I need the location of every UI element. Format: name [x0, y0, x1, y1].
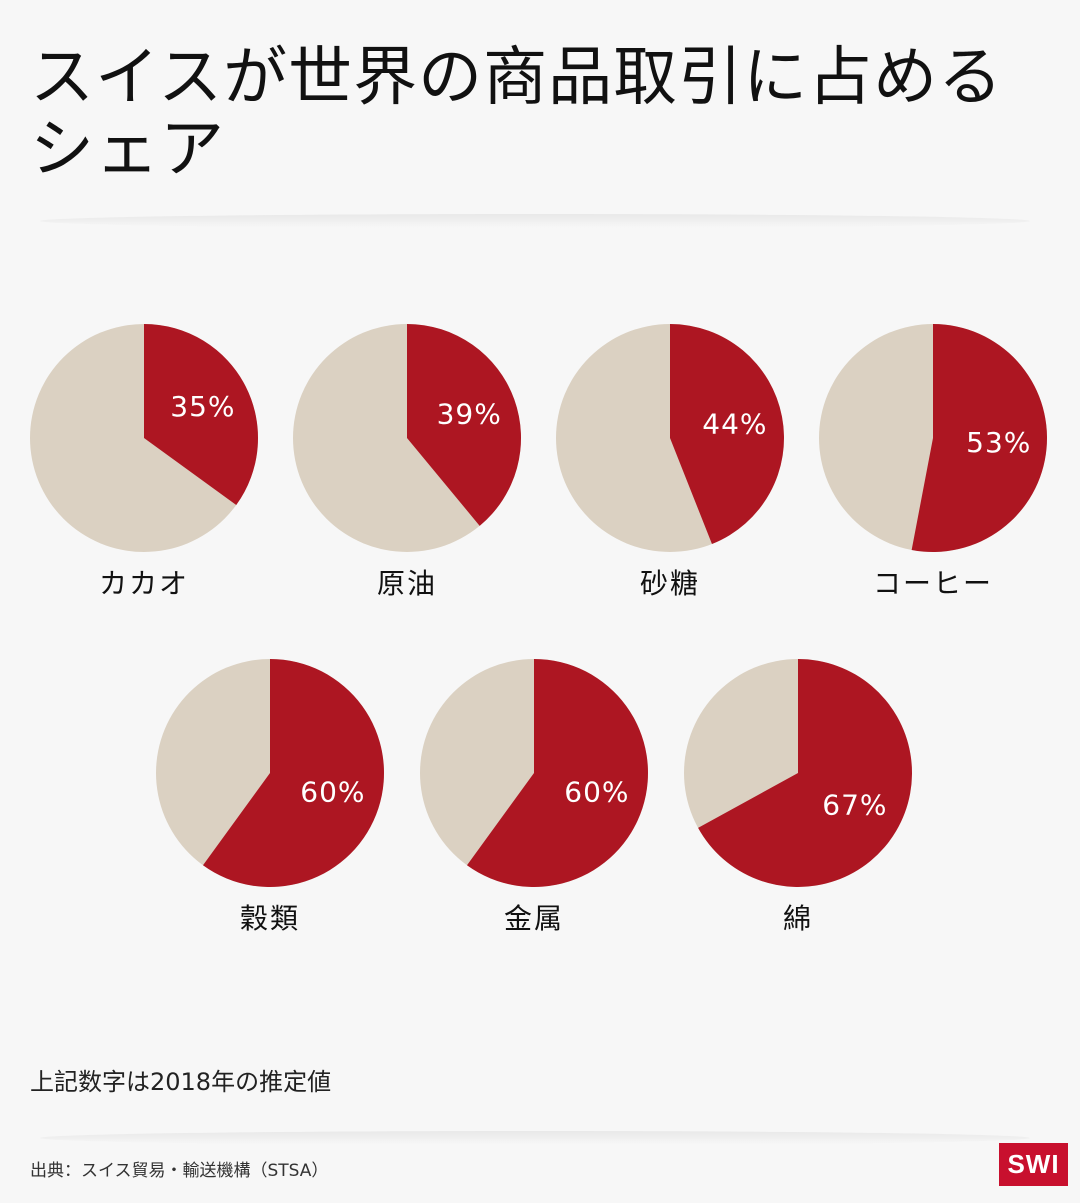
pie-share-slice [911, 324, 1048, 553]
percent-label: 44% [702, 408, 767, 441]
chart-title: スイスが世界の商品取引に占めるシェア [30, 41, 1004, 187]
percent-label: 60% [564, 775, 629, 808]
pie-share-slice [670, 324, 784, 544]
category-label: コーヒー [873, 567, 993, 600]
footnote: 上記数字は2018年の推定値 [30, 1068, 332, 1096]
source-note: 出典：スイス貿易・輸送機構（STSA） [30, 1161, 329, 1181]
percent-label: 35% [170, 390, 235, 423]
percent-label: 67% [822, 789, 887, 822]
category-label: 金属 [504, 902, 564, 935]
pie-share-slice [407, 324, 522, 526]
category-label: 砂糖 [640, 567, 700, 600]
category-label: 綿 [783, 902, 813, 935]
pie-share-slice [698, 659, 912, 887]
footer-divider [40, 1131, 1030, 1145]
percent-label: 39% [437, 398, 502, 431]
pie-share-slice [144, 324, 259, 506]
percent-label: 53% [966, 426, 1031, 459]
percent-label: 60% [300, 775, 365, 808]
pie-share-slice [466, 659, 648, 887]
pie-share-slice [202, 659, 384, 887]
swi-logo: SWI [999, 1143, 1068, 1186]
title-divider [40, 214, 1030, 228]
category-label: 原油 [377, 567, 437, 600]
category-label: カカオ [99, 567, 189, 600]
category-label: 穀類 [240, 902, 300, 935]
